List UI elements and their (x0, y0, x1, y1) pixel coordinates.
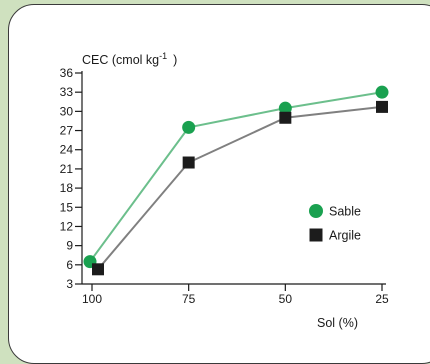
y-tick-label: 18 (60, 181, 74, 195)
legend-label-argile: Argile (329, 229, 361, 243)
y-tick-label: 9 (66, 239, 73, 253)
y-tick-label: 3 (66, 277, 73, 291)
x-tick-label: 50 (279, 292, 293, 306)
x-tick-label: 25 (375, 292, 389, 306)
x-tick-label: 75 (182, 292, 196, 306)
y-axis-title-main: CEC (cmol kg (82, 53, 159, 67)
data-point-argile (92, 263, 104, 276)
y-tick-label: 24 (60, 143, 74, 157)
legend: Sable Argile (309, 204, 361, 243)
y-tick-label: 12 (60, 219, 74, 233)
data-point-sable (375, 85, 389, 99)
legend-marker-argile (309, 228, 323, 242)
axes (81, 71, 386, 285)
legend-marker-sable (309, 204, 323, 218)
series-markers (83, 85, 389, 276)
y-tick-label: 27 (60, 124, 74, 138)
y-tick-label: 33 (60, 85, 74, 99)
data-point-argile (279, 111, 292, 124)
y-axis-title: CEC (cmol kg-1) (82, 51, 177, 67)
y-tick-label: 21 (60, 162, 74, 176)
data-point-argile (182, 156, 195, 169)
legend-label-sable: Sable (329, 205, 361, 219)
y-tick-label: 15 (60, 200, 74, 214)
x-ticks: 100 75 50 25 (82, 284, 389, 306)
y-axis-title-exponent: -1 (159, 51, 167, 61)
x-tick-label: 100 (82, 292, 102, 306)
series-line-sable (89, 91, 383, 263)
data-point-argile (376, 100, 388, 113)
y-tick-label: 30 (60, 104, 74, 118)
x-axis-title: Sol (%) (317, 316, 358, 330)
series-lines (89, 91, 383, 270)
y-tick-label: 36 (60, 66, 74, 80)
y-tick-label: 6 (66, 258, 73, 272)
data-point-sable (182, 120, 196, 134)
chart-frame (8, 4, 430, 364)
y-axis-title-close: ) (173, 53, 177, 67)
series-line-argile (97, 105, 383, 270)
data-point-sable (278, 101, 292, 115)
